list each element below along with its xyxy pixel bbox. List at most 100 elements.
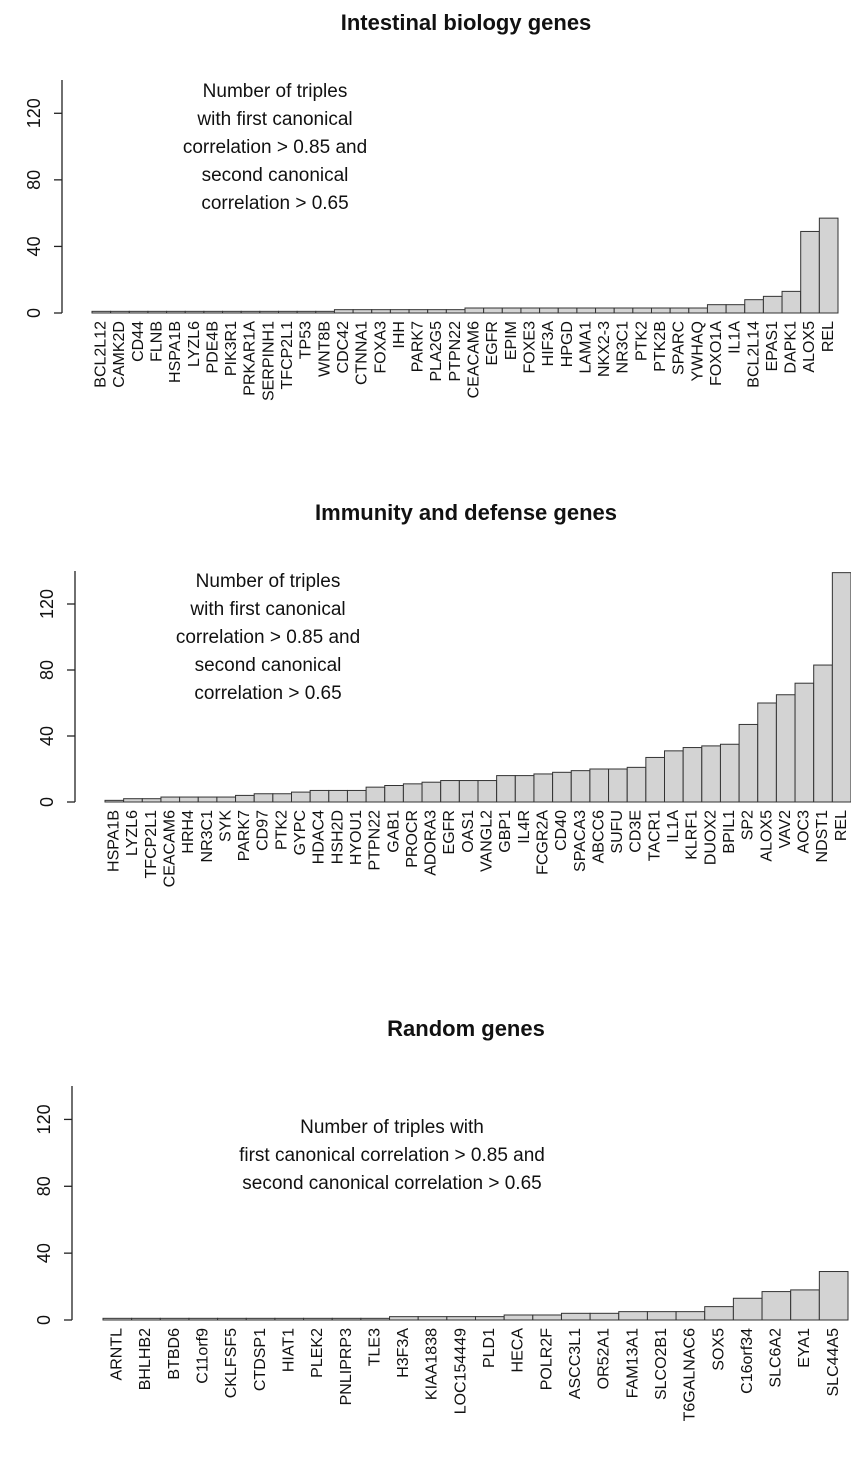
bar	[360, 1317, 391, 1321]
bar	[775, 694, 796, 803]
x-tick-label: BCL2L14	[745, 321, 762, 388]
x-tick-label: H3F3A	[395, 1328, 412, 1378]
bar	[102, 1317, 133, 1321]
x-tick-label: IHH	[391, 321, 408, 349]
bar	[203, 310, 224, 314]
annotation: second canonical	[195, 655, 342, 676]
bar	[664, 750, 684, 803]
y-tick-label: 0	[34, 1315, 54, 1325]
bar	[365, 786, 386, 803]
bar	[557, 307, 578, 314]
x-tick-label: FOXE3	[521, 321, 538, 374]
x-tick-label: GBP1	[497, 810, 514, 853]
x-tick-label: SUFU	[609, 810, 626, 854]
bar	[272, 793, 293, 803]
y-tick-label: 40	[34, 1243, 54, 1263]
bar	[520, 307, 541, 314]
bar	[197, 796, 218, 803]
bar	[141, 798, 162, 803]
x-tick-label: PRKAR1A	[242, 321, 259, 396]
x-tick-label: LYZL6	[186, 321, 203, 367]
bar	[501, 307, 522, 314]
x-tick-label: VAV2	[777, 810, 794, 849]
x-tick-label: SLC6A2	[768, 1328, 785, 1388]
x-tick-label: TFCP2L1	[143, 810, 160, 879]
x-tick-label: TACR1	[646, 810, 663, 861]
x-tick-label: IL4R	[516, 810, 533, 844]
x-tick-label: HECA	[510, 1328, 527, 1373]
x-tick-label: HIAT1	[280, 1328, 297, 1372]
bar	[669, 307, 690, 314]
bar	[608, 768, 628, 803]
x-tick-label: EGFR	[484, 321, 501, 365]
x-tick-label: BHLHB2	[137, 1328, 154, 1390]
chart-title: Intestinal biology genes	[341, 10, 592, 35]
bar	[757, 702, 777, 803]
bar	[688, 307, 708, 314]
x-tick-label: HSPA1B	[167, 321, 184, 383]
bar	[589, 768, 610, 803]
x-tick-label: ASCC3L1	[567, 1328, 584, 1399]
x-tick-label: PTK2	[273, 810, 290, 850]
bar	[682, 747, 703, 803]
bar	[813, 664, 833, 803]
bar	[303, 1317, 333, 1321]
x-tick-label: ALOX5	[801, 321, 818, 373]
x-tick-label: PLEK2	[309, 1328, 326, 1378]
x-tick-label: LYZL6	[124, 810, 141, 856]
x-tick-label: FOXO1A	[708, 321, 725, 386]
annotation: correlation > 0.65	[194, 683, 341, 704]
y-tick-label: 80	[24, 170, 44, 190]
bar	[646, 1311, 677, 1321]
bar	[110, 310, 130, 314]
x-tick-label: OR52A1	[596, 1328, 613, 1389]
x-tick-label: REL	[820, 321, 837, 352]
x-tick-label: ABCC6	[590, 810, 607, 863]
annotation: with first canonical	[189, 599, 345, 620]
bar	[818, 1271, 849, 1321]
x-tick-label: C11orf9	[195, 1328, 212, 1384]
x-tick-label: PARK7	[410, 321, 427, 372]
bar	[216, 796, 237, 803]
x-tick-label: PTK2B	[652, 321, 669, 372]
x-tick-label: HSH2D	[329, 810, 346, 864]
x-tick-label: GYPC	[292, 810, 309, 855]
x-tick-label: HRH4	[180, 810, 197, 854]
x-tick-label: SP2	[740, 810, 757, 840]
bar	[446, 1316, 477, 1321]
bar	[675, 1311, 706, 1321]
x-tick-label: CKLFSF5	[223, 1328, 240, 1398]
x-tick-label: FAM13A1	[624, 1328, 641, 1398]
bar	[427, 309, 447, 314]
annotation: Number of triples	[203, 81, 348, 102]
x-tick-label: LOC154449	[452, 1328, 469, 1414]
bar	[91, 310, 112, 314]
x-tick-label: NR3C1	[199, 810, 216, 863]
bar	[240, 310, 261, 314]
bar	[217, 1317, 247, 1321]
x-tick-label: CTNNA1	[354, 321, 371, 385]
bar	[440, 780, 460, 803]
x-tick-label: EYA1	[796, 1328, 813, 1368]
x-tick-label: PTPN22	[367, 810, 384, 871]
x-tick-label: DUOX2	[702, 810, 719, 865]
y-tick-label: 80	[34, 1176, 54, 1196]
x-tick-label: GAB1	[385, 810, 402, 853]
annotation: correlation > 0.85 and	[183, 137, 367, 158]
annotation: correlation > 0.65	[201, 193, 348, 214]
bar	[278, 310, 298, 314]
annotation: Number of triples with	[300, 1117, 484, 1138]
x-tick-label: CDC42	[335, 321, 352, 374]
x-tick-label: PLA2G5	[428, 321, 445, 382]
bar	[818, 217, 839, 314]
bar	[128, 310, 149, 314]
x-tick-label: EPAS1	[764, 321, 781, 372]
y-tick-label: 120	[24, 98, 44, 128]
bar	[794, 682, 815, 803]
x-tick-label: PNLIPRP3	[338, 1328, 355, 1405]
bar	[309, 789, 330, 803]
x-tick-label: SLCO2B1	[653, 1328, 670, 1400]
x-tick-label: REL	[833, 810, 850, 841]
bar	[762, 295, 783, 314]
annotation: Number of triples	[196, 571, 341, 592]
